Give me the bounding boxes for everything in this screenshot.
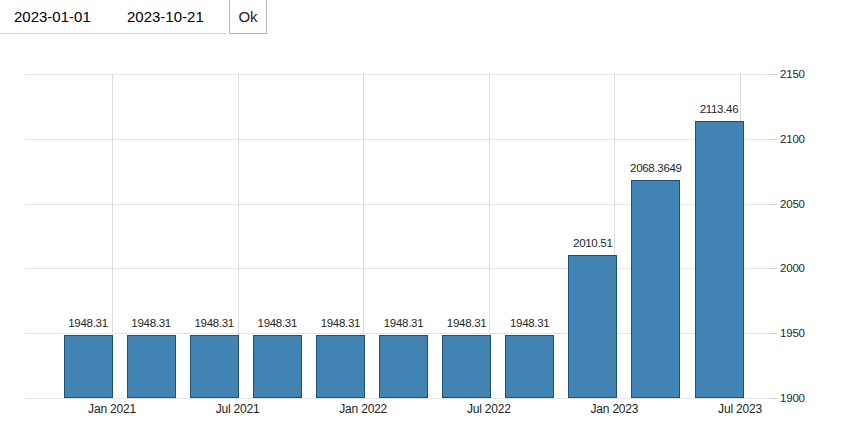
y-axis-label: 2100: [780, 133, 805, 145]
bar[interactable]: [253, 335, 302, 398]
y-axis-tick: [770, 333, 777, 334]
y-axis-tick: [770, 74, 777, 75]
bar-value-label: 2068.3649: [630, 162, 682, 175]
x-axis-label: Jul 2023: [718, 402, 762, 416]
y-axis-tick: [770, 398, 777, 399]
x-axis-label: Jan 2023: [591, 402, 639, 416]
bar[interactable]: [379, 335, 428, 398]
bar-value-label: 2010.51: [573, 237, 612, 250]
y-axis-tick: [770, 204, 777, 205]
bar-value-label: 1948.31: [68, 317, 107, 330]
bar[interactable]: [64, 335, 113, 398]
x-axis-label: Jan 2021: [88, 402, 136, 416]
y-gridline: [25, 74, 770, 75]
bar[interactable]: [568, 255, 617, 398]
y-axis-label: 2050: [780, 198, 805, 210]
y-axis-tick: [770, 139, 777, 140]
y-axis-tick: [770, 268, 777, 269]
y-axis-label: 1900: [780, 392, 805, 404]
y-gridline: [25, 398, 770, 399]
bar[interactable]: [442, 335, 491, 398]
y-axis-label: 1950: [780, 327, 805, 339]
bar-value-label: 2113.46: [700, 103, 739, 116]
x-axis-label: Jul 2021: [216, 402, 260, 416]
bar-value-label: 1948.31: [131, 317, 170, 330]
bar[interactable]: [695, 121, 744, 398]
bar-value-label: 1948.31: [321, 317, 360, 330]
bar[interactable]: [127, 335, 176, 398]
bar-chart: 1900 1950 2000 2050 2100 2150 Jan 2021 Jul 2021…: [0, 0, 853, 430]
bar-value-label: 1948.31: [194, 317, 233, 330]
y-gridline: [25, 139, 770, 140]
bar[interactable]: [190, 335, 239, 398]
x-axis-label: Jan 2022: [339, 402, 387, 416]
x-axis-label: Jul 2022: [467, 402, 511, 416]
bar[interactable]: [505, 335, 554, 398]
bar-value-label: 1948.31: [510, 317, 549, 330]
bar-value-label: 1948.31: [258, 317, 297, 330]
bar[interactable]: [631, 180, 680, 398]
y-axis-label: 2000: [780, 262, 805, 274]
bar-value-label: 1948.31: [447, 317, 486, 330]
bar-value-label: 1948.31: [384, 317, 423, 330]
bar[interactable]: [316, 335, 365, 398]
y-axis-label: 2150: [780, 68, 805, 80]
app-window: Ok 190019502000205021002150Jan 2021Jul 2…: [0, 0, 853, 430]
